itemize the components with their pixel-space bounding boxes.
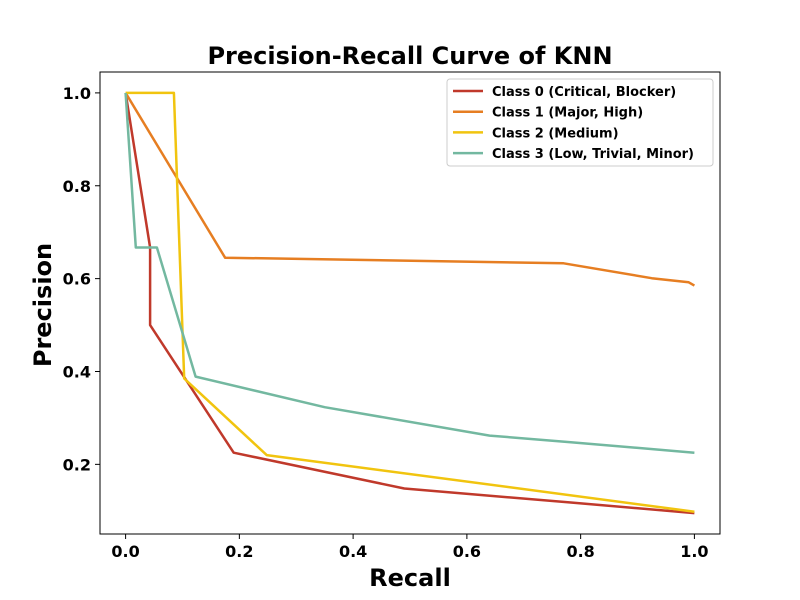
x-tick-label: 0.8 (566, 542, 594, 561)
x-axis-ticks: 0.0 0.2 0.4 0.6 0.8 1.0 (111, 534, 709, 561)
legend-box (446, 78, 714, 167)
x-axis-label: Recall (369, 564, 451, 592)
y-tick-label: 0.2 (63, 455, 91, 474)
x-tick-label: 0.0 (111, 542, 139, 561)
x-tick-label: 0.4 (339, 542, 367, 561)
series-line-class-3 (124, 92, 695, 454)
chart-title: Precision-Recall Curve of KNN (207, 42, 612, 70)
x-tick-label: 1.0 (680, 542, 708, 561)
legend-label-class-0: Class 0 (Critical, Blocker) (492, 85, 676, 100)
y-tick-label: 1.0 (63, 84, 91, 103)
y-tick-label: 0.8 (63, 177, 91, 196)
series-line-class-2 (125, 91, 695, 513)
y-tick-label: 0.4 (63, 362, 91, 381)
legend-label-class-3: Class 3 (Low, Trivial, Minor) (492, 147, 694, 162)
y-tick-label: 0.6 (63, 270, 91, 289)
plot-lines (124, 91, 696, 515)
y-axis-label: Precision (29, 243, 57, 367)
legend-label-class-2: Class 2 (Medium) (492, 126, 619, 141)
legend-label-class-1: Class 1 (Major, High) (492, 106, 643, 121)
legend-items: Class 0 (Critical, Blocker) Class 1 (Majo… (453, 85, 694, 162)
x-tick-label: 0.2 (225, 542, 253, 561)
plot-area-frame (99, 71, 721, 535)
x-tick-label: 0.6 (453, 542, 481, 561)
y-axis-ticks: 0.2 0.4 0.6 0.8 1.0 (63, 84, 100, 474)
series-line-class-1 (124, 92, 696, 287)
legend: Class 0 (Critical, Blocker) Class 1 (Majo… (446, 78, 714, 167)
